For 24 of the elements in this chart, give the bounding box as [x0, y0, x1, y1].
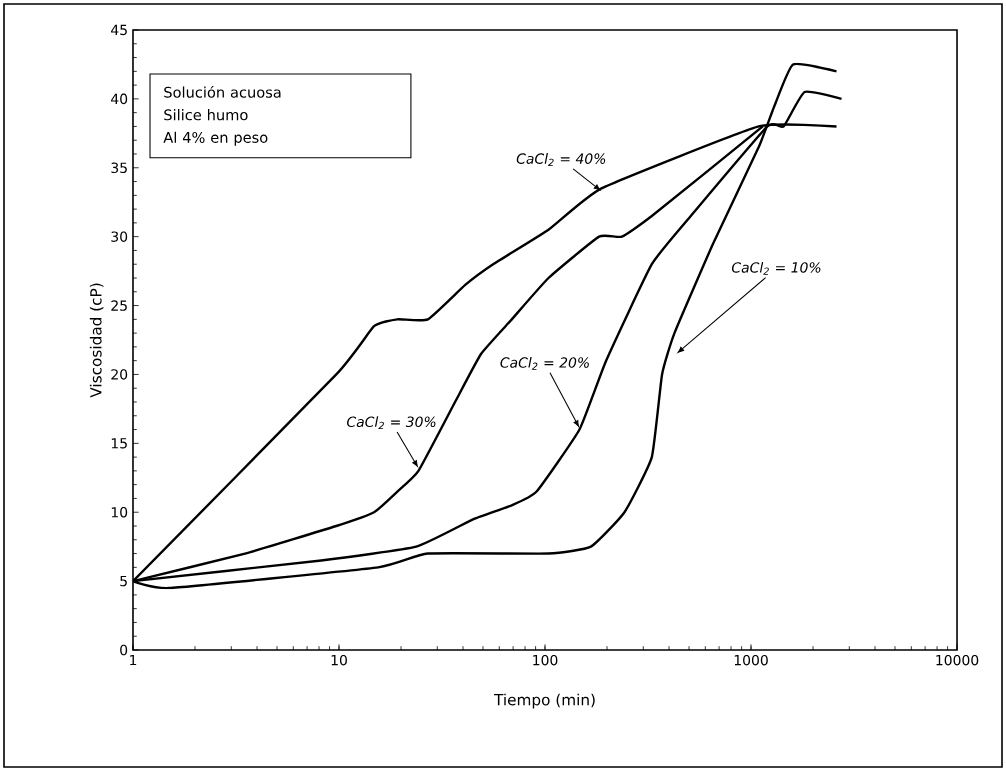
series-label: CaCl$_{2}$ = 20% [500, 357, 589, 370]
y-tick-label: 20 [111, 369, 128, 380]
y-axis-title: Viscosidad (cP) [89, 283, 104, 398]
annotation: Silice humo [164, 109, 248, 121]
y-tick-label: 40 [111, 93, 128, 105]
y-tick-label: 30 [111, 231, 128, 242]
y-tick-label: 15 [111, 438, 127, 449]
series-label: CaCl$_{2}$ = 30% [347, 416, 436, 430]
x-tick-label: 1 [130, 654, 137, 666]
x-tick-label: 10 [331, 654, 347, 666]
x-tick-label: 100 [533, 654, 558, 666]
y-tick-label: 45 [111, 24, 127, 36]
series-label: CaCl$_{2}$ = 10% [731, 261, 821, 275]
y-tick-label: 5 [120, 575, 127, 587]
y-tick-label: 25 [111, 300, 127, 311]
y-tick-label: 35 [111, 162, 127, 174]
y-tick-label: 10 [111, 506, 128, 518]
x-tick-label: 1000 [734, 654, 768, 666]
annotation: Al 4% en peso [163, 131, 268, 146]
annotation: Solución acuosa [164, 85, 281, 98]
x-tick-label: 10000 [936, 654, 979, 666]
x-axis-title: Tiempo (min) [493, 693, 595, 709]
y-tick-label: 0 [120, 644, 128, 656]
series-label: CaCl$_{2}$ = 40% [516, 153, 606, 166]
